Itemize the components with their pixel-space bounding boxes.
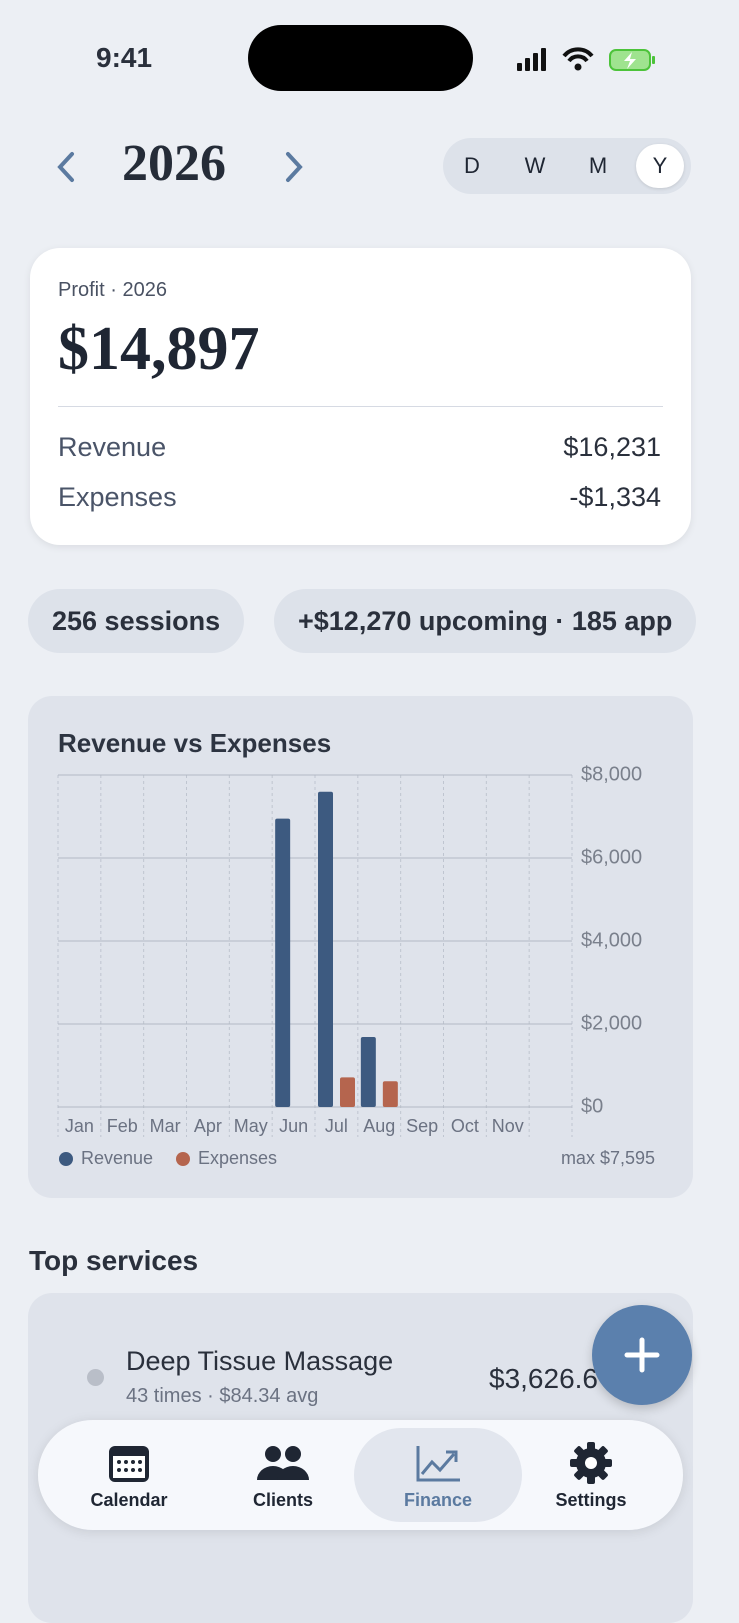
legend-swatch (176, 1152, 190, 1166)
y-tick-label: $2,000 (581, 1012, 642, 1034)
clients-icon (257, 1446, 309, 1480)
chip[interactable]: 256 sessions (28, 589, 245, 653)
status-time: 9:41 (96, 42, 153, 73)
tab[interactable]: Finance (354, 1428, 522, 1522)
dynamic-island (248, 25, 473, 91)
bar (318, 791, 333, 1107)
x-tick-label: Jul (325, 1116, 348, 1136)
summary-label: Profit · 2026 (58, 279, 167, 301)
segment[interactable]: W (524, 153, 546, 178)
bar (340, 1077, 355, 1107)
chart-title: Revenue vs Expenses (58, 728, 331, 758)
chart-card (28, 696, 693, 1198)
segment[interactable]: D (464, 153, 480, 178)
x-tick-label: Nov (492, 1116, 524, 1136)
summary-card (30, 248, 691, 545)
segment[interactable]: Y (636, 144, 684, 188)
row-value: $16,231 (563, 432, 661, 462)
profit-value: $14,897 (58, 315, 260, 383)
legend-label: Expenses (198, 1148, 277, 1168)
row-label: Revenue (58, 432, 167, 462)
next-button[interactable] (280, 150, 306, 184)
y-tick-label: $6,000 (581, 846, 642, 868)
y-tick-label: $8,000 (581, 763, 642, 785)
tab-label: Calendar (90, 1490, 168, 1510)
bar (360, 1037, 376, 1107)
bar (275, 818, 291, 1107)
service-name: Deep Tissue Massage (126, 1346, 394, 1376)
legend-swatch (59, 1152, 73, 1166)
service-detail: 43 times · $84.34 avg (126, 1385, 319, 1407)
x-tick-label: Apr (194, 1116, 222, 1136)
row-value: -$1,334 (569, 482, 661, 512)
tab[interactable]: Settings (507, 1428, 675, 1522)
prev-button[interactable] (54, 150, 80, 184)
add-button[interactable] (592, 1305, 692, 1405)
settings-icon (570, 1442, 612, 1484)
y-tick-label: $0 (581, 1095, 603, 1117)
chip[interactable]: +$12,270 upcoming · 185 app (274, 589, 697, 653)
x-tick-label: Oct (451, 1116, 479, 1136)
row-label: Expenses (58, 482, 177, 512)
plus-icon (624, 1337, 660, 1373)
tab[interactable]: Clients (199, 1428, 367, 1522)
bar (382, 1081, 398, 1107)
service-amount: $3,626.6 (489, 1363, 598, 1394)
legend-label: Revenue (81, 1148, 153, 1168)
service-dot (87, 1369, 104, 1386)
x-tick-label: Jan (65, 1116, 94, 1136)
summary-row: Expenses -$1,334 (58, 482, 661, 513)
divider (58, 406, 663, 407)
x-tick-label: Aug (363, 1116, 395, 1136)
finance-icon (416, 1446, 460, 1482)
chart-annotation: max $7,595 (561, 1148, 655, 1168)
tab-label: Settings (555, 1490, 627, 1510)
x-tick-label: May (234, 1116, 268, 1136)
calendar-icon (109, 1446, 149, 1482)
year-title: 2026 (122, 135, 226, 192)
chart: Revenue vs Expenses max $7,595 $0 $2,000 $… (57, 728, 655, 1168)
status-icons (517, 47, 655, 71)
x-tick-label: Sep (406, 1116, 438, 1136)
y-tick-label: $4,000 (581, 929, 642, 951)
summary-row: Revenue $16,231 (58, 432, 661, 463)
x-tick-label: Mar (150, 1116, 181, 1136)
tab-label: Finance (403, 1490, 473, 1510)
segment[interactable]: M (588, 153, 608, 178)
x-tick-label: Jun (279, 1116, 308, 1136)
section-title: Top services (29, 1245, 199, 1276)
x-tick-label: Feb (107, 1116, 138, 1136)
tab-label: Clients (252, 1490, 313, 1510)
tab[interactable]: Calendar (45, 1428, 213, 1522)
